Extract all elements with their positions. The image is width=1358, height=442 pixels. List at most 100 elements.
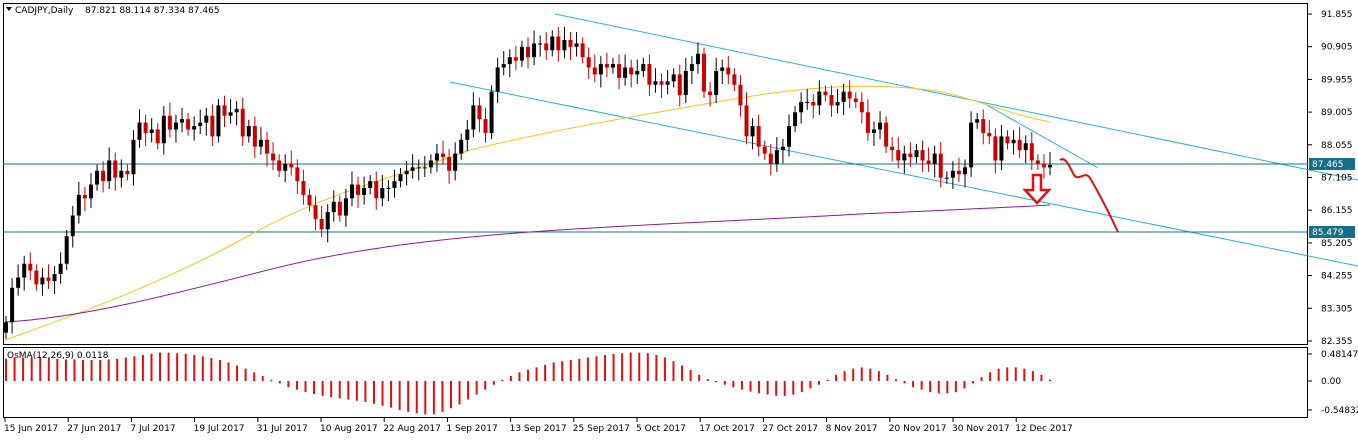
- time-tick-label: 15 Jun 2017: [4, 424, 58, 434]
- candle-body: [641, 64, 646, 71]
- candle-body: [483, 119, 488, 133]
- osma-bar: [22, 357, 25, 381]
- candle-body: [319, 218, 324, 230]
- osma-bar: [663, 357, 666, 381]
- time-tick-label: 1 Sep 2017: [446, 424, 497, 434]
- osma-bar: [1006, 367, 1009, 381]
- candle-body: [34, 270, 39, 285]
- candle-body: [963, 167, 968, 175]
- candle-body: [871, 129, 876, 133]
- candle-body: [750, 126, 755, 137]
- candle-body: [580, 43, 585, 58]
- candle-body: [726, 67, 731, 75]
- candle-body: [932, 153, 937, 164]
- time-tick-label: 17 Oct 2017: [699, 424, 755, 434]
- candle-body: [714, 70, 719, 96]
- osma-bar: [287, 381, 290, 388]
- candle-body: [956, 170, 961, 175]
- candle-body: [258, 139, 263, 147]
- candle-body: [847, 91, 852, 99]
- osma-bar: [210, 358, 213, 381]
- main-pane-border: [3, 3, 1308, 345]
- osma-bar: [321, 381, 324, 396]
- candle-body: [695, 53, 700, 65]
- osma-bar: [638, 352, 641, 381]
- price-tick-label: 87.105: [1321, 174, 1353, 184]
- osma-bar: [141, 355, 144, 381]
- osma-bar: [424, 381, 427, 415]
- osma-bar: [201, 356, 204, 381]
- osma-bar: [82, 359, 85, 381]
- osma-bar: [681, 365, 684, 381]
- candle-body: [604, 64, 609, 68]
- candle-body: [671, 74, 676, 82]
- down-arrow-icon: [1022, 173, 1052, 205]
- time-tick-label: 20 Nov 2017: [889, 424, 947, 434]
- candle-body: [835, 101, 840, 106]
- osma-bar: [347, 381, 350, 400]
- candle-body: [914, 150, 919, 158]
- osma-bar: [13, 357, 16, 381]
- candles-group: [4, 26, 1052, 339]
- candle-body: [550, 36, 555, 51]
- osma-bar: [937, 381, 940, 394]
- price-tick-label: 90.905: [1321, 43, 1353, 53]
- osma-bar: [723, 381, 726, 385]
- candle-body: [307, 194, 312, 206]
- candle-body: [744, 105, 749, 137]
- osma-bar: [578, 358, 581, 381]
- candle-body: [88, 184, 93, 199]
- candle-body: [10, 287, 15, 323]
- candle-body: [180, 119, 185, 123]
- candle-body: [793, 112, 798, 127]
- channel-lower-line[interactable]: [449, 81, 1358, 267]
- candle-body: [544, 43, 549, 51]
- time-axis: 15 Jun 2017 27 Jun 2017 7 Jul 2017 19 Jul 2…: [4, 418, 1073, 434]
- osma-bar: [449, 381, 452, 409]
- candle-body: [107, 160, 112, 182]
- price-tick-label: 86.155: [1321, 206, 1353, 216]
- osma-bar: [1023, 368, 1026, 381]
- candle-body: [64, 236, 69, 264]
- chart-menu-triangle-icon[interactable]: [6, 7, 12, 11]
- candle-body: [689, 64, 694, 71]
- candle-body: [477, 105, 482, 120]
- channel-upper-line[interactable]: [554, 13, 1358, 181]
- candle-body: [155, 129, 160, 144]
- candle-body: [884, 122, 889, 147]
- osma-bar: [826, 379, 829, 381]
- candle-body: [853, 98, 858, 102]
- osma-bar: [176, 353, 179, 381]
- candle-body: [1023, 143, 1028, 151]
- indicator-tick-label: 0.00: [1321, 377, 1341, 387]
- candle-body: [331, 201, 336, 213]
- osma-bar: [133, 356, 136, 381]
- osma-bar: [390, 381, 393, 408]
- candle-body: [386, 187, 391, 189]
- candle-body: [574, 43, 579, 47]
- osma-bar: [954, 381, 957, 393]
- candle-body: [629, 67, 634, 75]
- osma-bar: [698, 374, 701, 381]
- osma-bar: [167, 352, 170, 381]
- candle-body: [125, 170, 130, 175]
- candle-body: [999, 136, 1004, 161]
- osma-bar: [90, 359, 93, 381]
- candle-body: [52, 274, 57, 281]
- osma-bar: [732, 381, 735, 388]
- osma-bar: [501, 379, 504, 381]
- candle-body: [374, 181, 379, 199]
- candle-body: [659, 81, 664, 85]
- osma-bar: [330, 381, 333, 398]
- osma-bar: [270, 379, 273, 381]
- candle-body: [896, 150, 901, 161]
- time-tick-label: 19 Jul 2017: [194, 424, 245, 434]
- osma-bar: [758, 381, 761, 394]
- candle-body: [313, 205, 318, 219]
- short-trend-line[interactable]: [984, 103, 1099, 169]
- candle-body: [70, 215, 75, 237]
- candle-body: [592, 67, 597, 75]
- candle-body: [519, 46, 524, 61]
